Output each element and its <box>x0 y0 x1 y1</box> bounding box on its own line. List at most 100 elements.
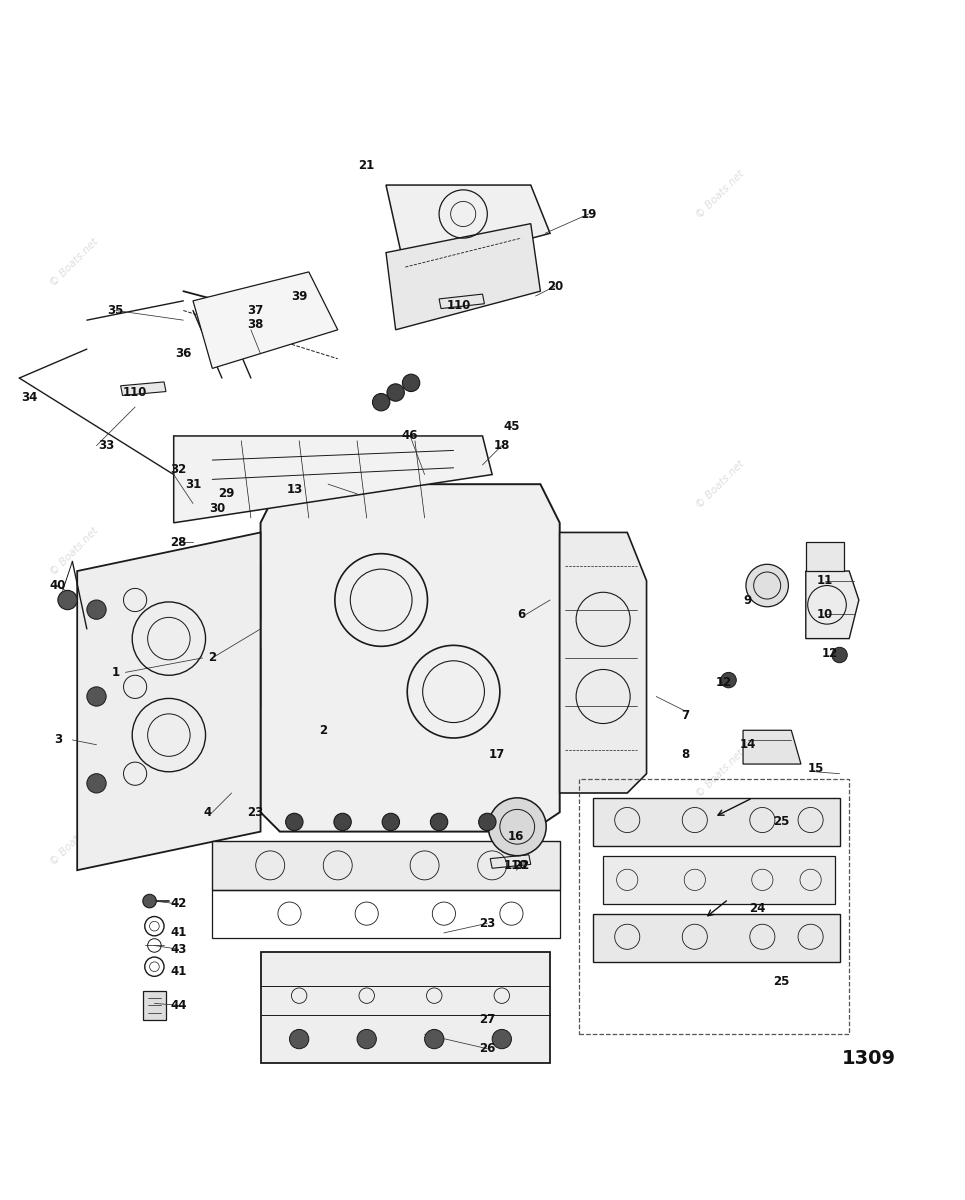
Polygon shape <box>593 913 840 962</box>
Circle shape <box>286 814 303 830</box>
Text: 40: 40 <box>50 580 66 592</box>
Polygon shape <box>77 533 261 870</box>
Text: 110: 110 <box>504 859 529 872</box>
Text: 11: 11 <box>817 575 833 587</box>
Polygon shape <box>222 648 261 706</box>
Circle shape <box>143 894 156 908</box>
Text: 19: 19 <box>581 208 596 221</box>
Circle shape <box>425 1030 444 1049</box>
Circle shape <box>372 394 390 410</box>
Text: 34: 34 <box>21 391 37 404</box>
Text: 42: 42 <box>171 898 186 911</box>
Text: 38: 38 <box>248 318 263 331</box>
Text: 33: 33 <box>98 439 114 452</box>
Text: 22: 22 <box>513 859 529 872</box>
Text: © Boats.net: © Boats.net <box>695 169 747 221</box>
Circle shape <box>721 672 736 688</box>
Circle shape <box>382 814 400 830</box>
Polygon shape <box>174 436 492 523</box>
Circle shape <box>488 798 546 856</box>
Text: 31: 31 <box>185 478 201 491</box>
Text: 41: 41 <box>171 926 186 940</box>
Text: 9: 9 <box>744 594 752 606</box>
Text: 10: 10 <box>817 608 833 620</box>
Text: 28: 28 <box>171 535 186 548</box>
Text: 6: 6 <box>517 608 525 620</box>
Text: 30: 30 <box>209 502 225 515</box>
Circle shape <box>402 374 420 391</box>
Bar <box>579 779 849 1034</box>
Text: 25: 25 <box>774 974 789 988</box>
Text: © Boats.net: © Boats.net <box>48 236 100 288</box>
Circle shape <box>334 814 351 830</box>
Text: 15: 15 <box>808 762 823 775</box>
Text: 13: 13 <box>287 482 302 496</box>
Polygon shape <box>560 533 647 793</box>
Text: 23: 23 <box>248 806 263 818</box>
Text: 110: 110 <box>446 299 471 312</box>
Text: 45: 45 <box>503 420 520 433</box>
Text: 21: 21 <box>359 160 374 173</box>
Circle shape <box>87 774 106 793</box>
Text: © Boats.net: © Boats.net <box>48 815 100 868</box>
Circle shape <box>479 814 496 830</box>
Circle shape <box>492 1030 511 1049</box>
Text: 12: 12 <box>716 676 731 689</box>
Text: 2: 2 <box>319 724 327 737</box>
Text: 2: 2 <box>208 652 216 665</box>
Polygon shape <box>386 185 550 272</box>
Polygon shape <box>212 841 560 889</box>
Text: 25: 25 <box>774 816 789 828</box>
Text: 20: 20 <box>547 280 563 293</box>
Polygon shape <box>261 953 550 1063</box>
Text: 110: 110 <box>123 386 148 400</box>
Polygon shape <box>806 571 859 638</box>
Text: 39: 39 <box>291 289 307 302</box>
Circle shape <box>87 686 106 706</box>
Text: 29: 29 <box>219 487 234 500</box>
Circle shape <box>832 647 847 662</box>
Text: 41: 41 <box>171 965 186 978</box>
Text: 1309: 1309 <box>841 1049 896 1068</box>
Polygon shape <box>490 854 531 869</box>
Text: © Boats.net: © Boats.net <box>695 458 747 510</box>
Circle shape <box>430 814 448 830</box>
Text: © Boats.net: © Boats.net <box>48 526 100 577</box>
Text: 35: 35 <box>108 304 124 317</box>
Text: 16: 16 <box>509 830 524 842</box>
Text: 7: 7 <box>681 709 689 722</box>
Polygon shape <box>806 542 844 571</box>
Text: 17: 17 <box>489 748 505 761</box>
Text: 44: 44 <box>170 998 187 1012</box>
Text: 8: 8 <box>681 748 689 761</box>
Text: 4: 4 <box>204 806 211 818</box>
Text: © Boats.net: © Boats.net <box>695 748 747 799</box>
Circle shape <box>58 590 77 610</box>
Text: 18: 18 <box>494 439 510 452</box>
Text: 14: 14 <box>740 738 756 751</box>
Circle shape <box>87 600 106 619</box>
Polygon shape <box>143 991 166 1020</box>
Text: 43: 43 <box>171 943 186 956</box>
Text: 46: 46 <box>401 430 419 443</box>
Polygon shape <box>439 294 484 308</box>
Circle shape <box>746 564 788 607</box>
Text: 24: 24 <box>750 902 765 916</box>
Polygon shape <box>261 484 560 832</box>
Circle shape <box>357 1030 376 1049</box>
Text: 26: 26 <box>480 1043 495 1055</box>
Polygon shape <box>603 856 835 904</box>
Text: 32: 32 <box>171 463 186 476</box>
Polygon shape <box>743 731 801 764</box>
Circle shape <box>387 384 404 401</box>
Polygon shape <box>222 562 261 619</box>
Text: 23: 23 <box>480 917 495 930</box>
Text: 27: 27 <box>480 1013 495 1026</box>
Polygon shape <box>193 272 338 368</box>
Text: 1: 1 <box>112 666 120 679</box>
Text: 36: 36 <box>176 348 191 360</box>
Text: 3: 3 <box>54 733 62 746</box>
Polygon shape <box>386 223 540 330</box>
Polygon shape <box>121 382 166 396</box>
Circle shape <box>290 1030 309 1049</box>
